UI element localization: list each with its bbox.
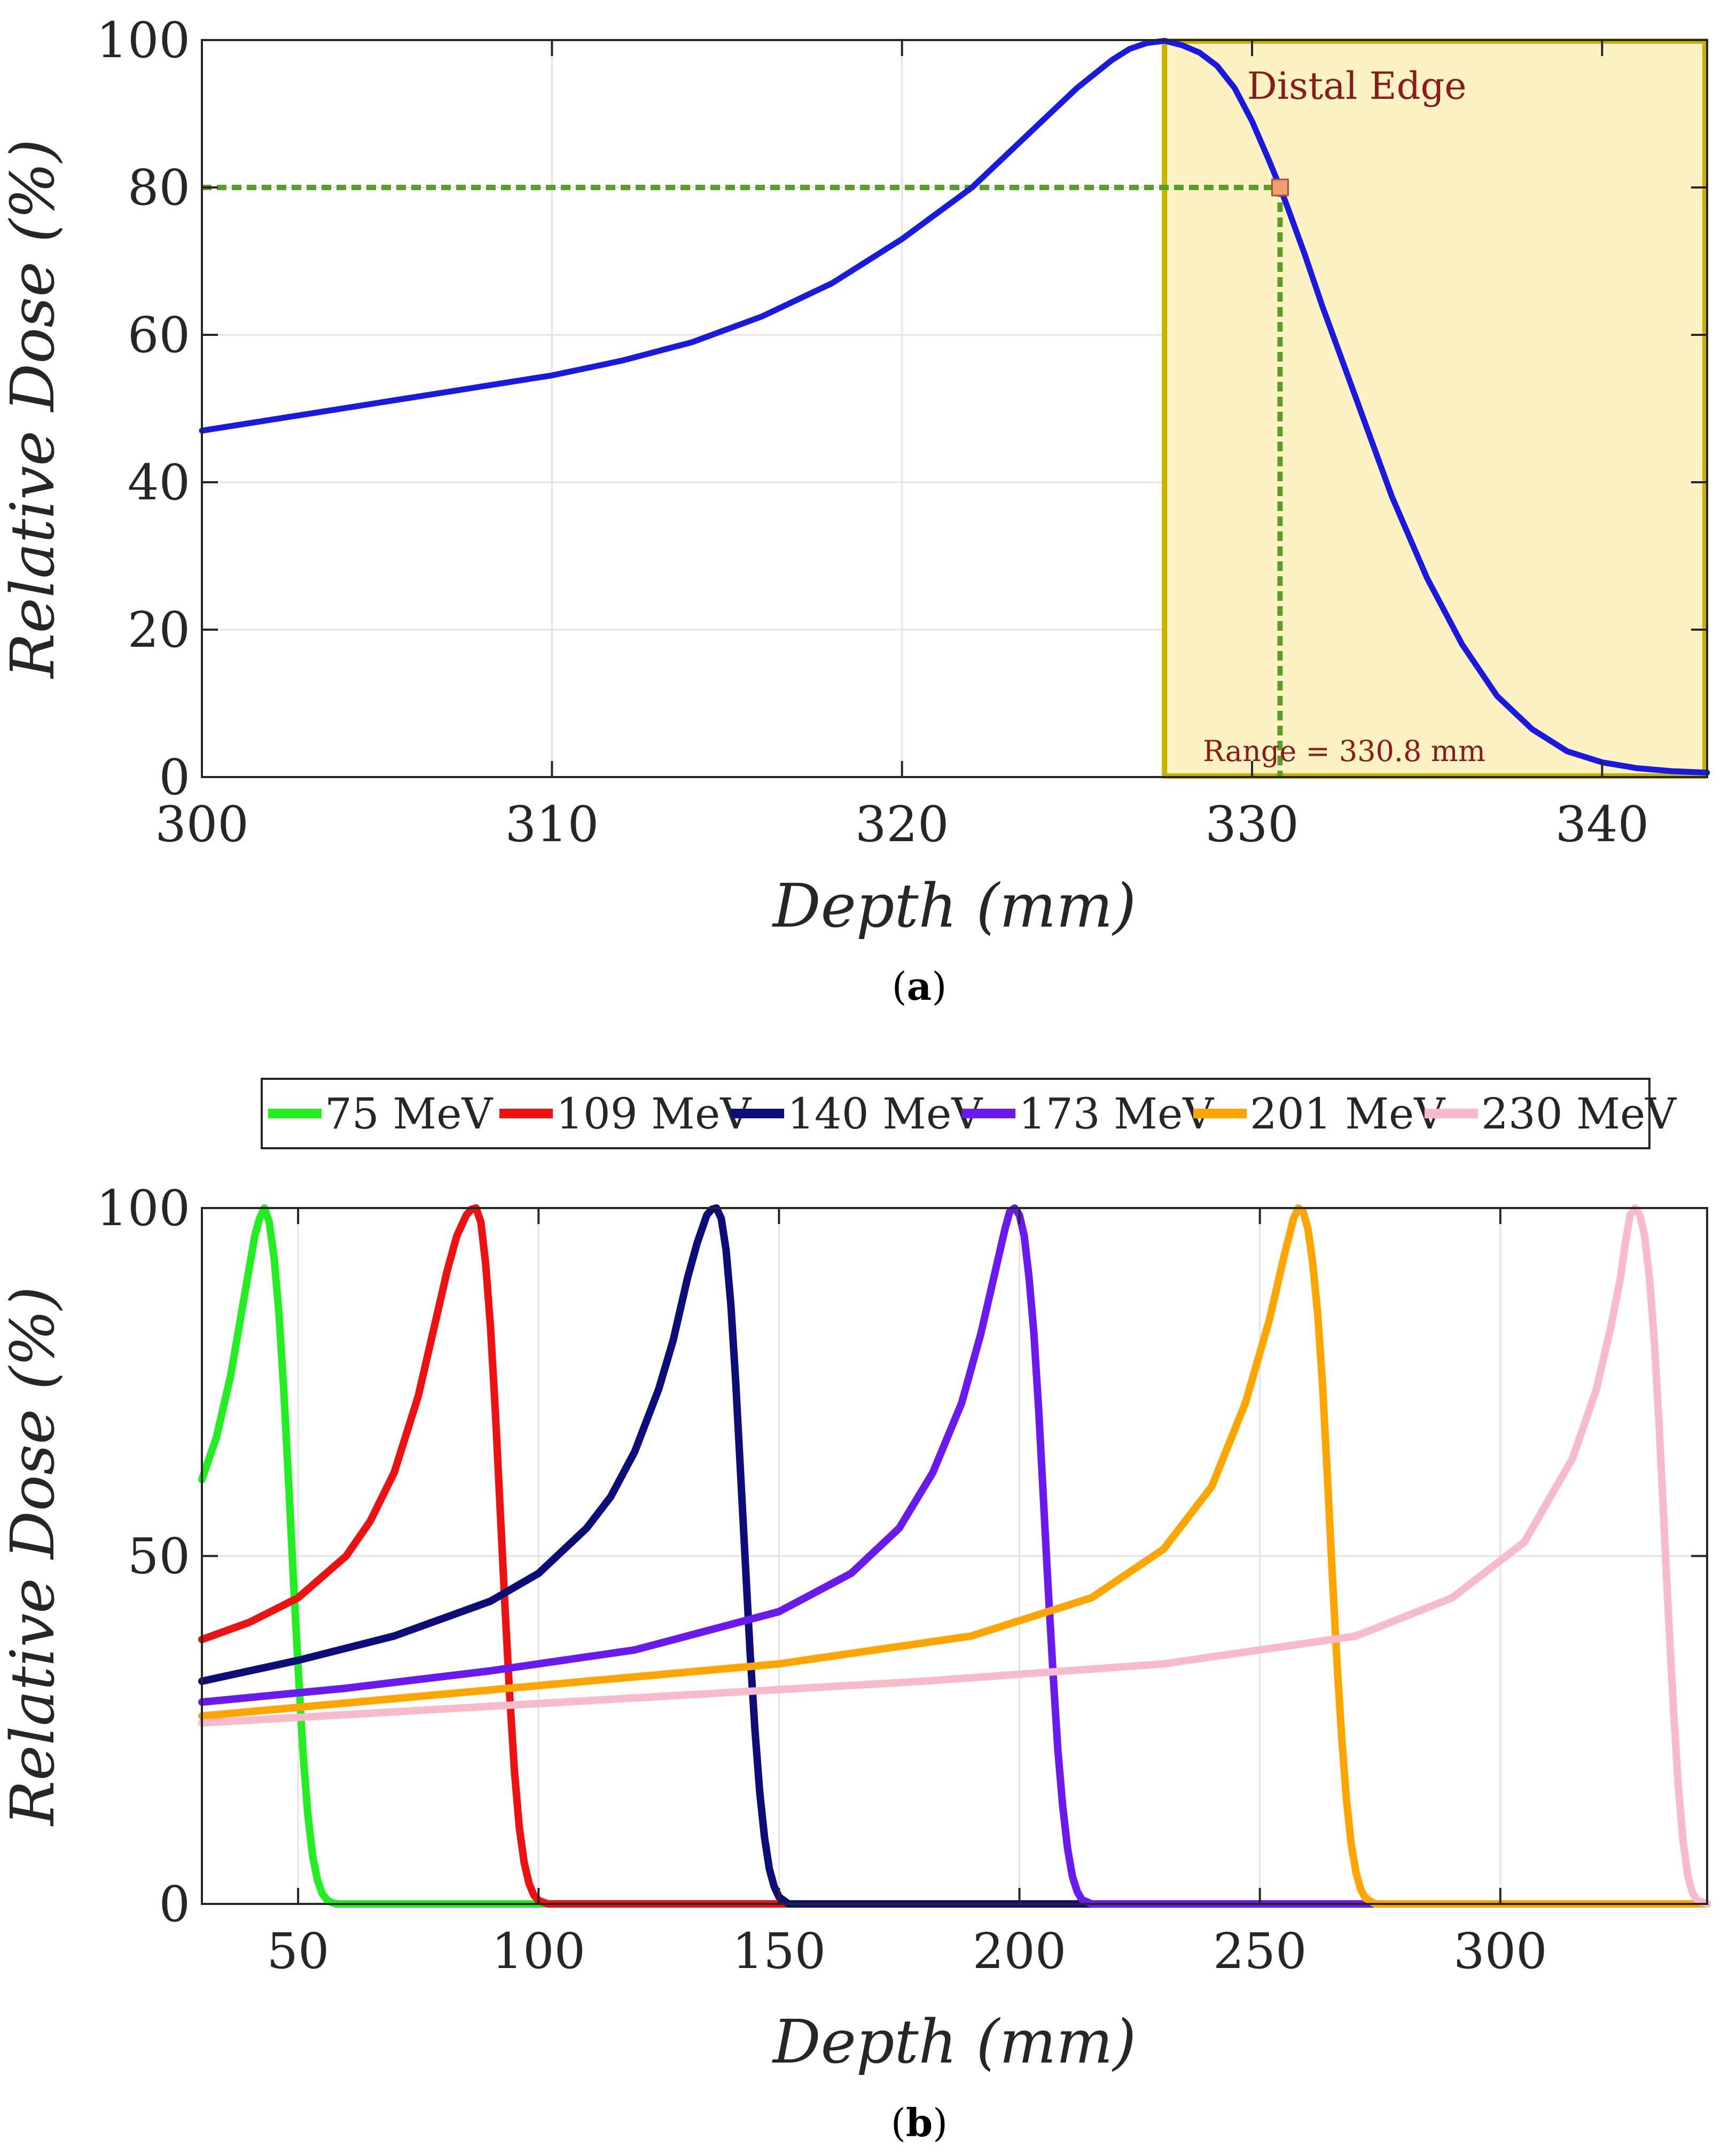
panel-a-caption: (a) <box>892 963 947 1009</box>
panel-a-axes-box <box>201 39 1708 778</box>
panel-b-y-tick-label: 50 <box>128 1528 190 1585</box>
series-line-201-mev <box>198 1204 1711 1908</box>
panel-b-x-axis-label: Depth (mm) <box>772 2008 1136 2077</box>
panel-a-ticks: 300 310 320 330 340 0 20 40 60 80 100 <box>96 12 1707 853</box>
panel-a-x-tick-label: 340 <box>1555 796 1649 853</box>
panel-b-y-axis-label: Relative Dose (%) <box>0 1287 68 1827</box>
legend-label: 230 MeV <box>1481 1089 1677 1139</box>
panel-b-x-tick-label: 250 <box>1213 1923 1307 1980</box>
series-line-75-mev <box>198 1204 1711 1908</box>
panel-b: 75 MeV 109 MeV 140 MeV 173 MeV 201 MeV 230 Me… <box>0 1078 1711 2145</box>
panel-b-x-tick-label: 100 <box>491 1923 585 1980</box>
panel-b-ticks: 50 100 150 200 250 300 0 50 100 <box>96 1180 1707 1980</box>
legend: 75 MeV 109 MeV 140 MeV 173 MeV 201 MeV 230 Me… <box>261 1078 1677 1149</box>
legend-label: 201 MeV <box>1250 1089 1445 1139</box>
panel-a-y-tick-label: 100 <box>96 12 190 69</box>
panel-a-x-axis-label: Depth (mm) <box>772 872 1136 941</box>
panel-b-caption: (b) <box>891 2100 948 2145</box>
panel-a-y-tick-label: 80 <box>128 159 190 216</box>
panel-a-guides <box>202 185 1283 777</box>
distal-edge-label: Distal Edge <box>1247 64 1467 108</box>
range-label: Range = 330.8 mm <box>1203 734 1485 768</box>
series-line-173-mev <box>198 1204 1711 1908</box>
panel-a-y-tick-label: 40 <box>128 454 190 511</box>
legend-label: 173 MeV <box>1019 1089 1214 1139</box>
panel-a-y-axis-label: Relative Dose (%) <box>0 139 68 679</box>
legend-label: 109 MeV <box>556 1089 752 1139</box>
panel-a-x-tick-label: 300 <box>155 796 249 853</box>
panel-b-y-tick-label: 100 <box>96 1180 190 1237</box>
panel-a-x-tick-label: 330 <box>1205 796 1299 853</box>
distal-edge-region <box>1162 38 1708 779</box>
panel-a-x-tick-label: 320 <box>855 796 949 853</box>
panel-b-x-tick-label: 150 <box>732 1923 826 1980</box>
legend-box <box>261 1078 1650 1149</box>
panel-b-x-tick-label: 200 <box>973 1923 1067 1980</box>
panel-b-x-tick-label: 50 <box>267 1923 330 1980</box>
series-line-109-mev <box>198 1204 1711 1908</box>
series-line-140-mev <box>198 1204 1711 1908</box>
legend-label: 75 MeV <box>325 1089 493 1139</box>
panel-b-x-tick-label: 300 <box>1453 1923 1547 1980</box>
bragg-curve-line <box>199 37 1710 776</box>
range-marker <box>1271 178 1289 197</box>
panel-a-x-tick-label: 310 <box>505 796 599 853</box>
legend-label: 140 MeV <box>787 1089 983 1139</box>
panel-a-y-tick-label: 60 <box>128 307 190 364</box>
panel-b-grid <box>202 1207 1707 1905</box>
panel-b-y-tick-label: 0 <box>159 1876 190 1933</box>
panel-a-y-tick-label: 20 <box>128 601 190 658</box>
panel-a-y-tick-label: 0 <box>159 749 190 806</box>
